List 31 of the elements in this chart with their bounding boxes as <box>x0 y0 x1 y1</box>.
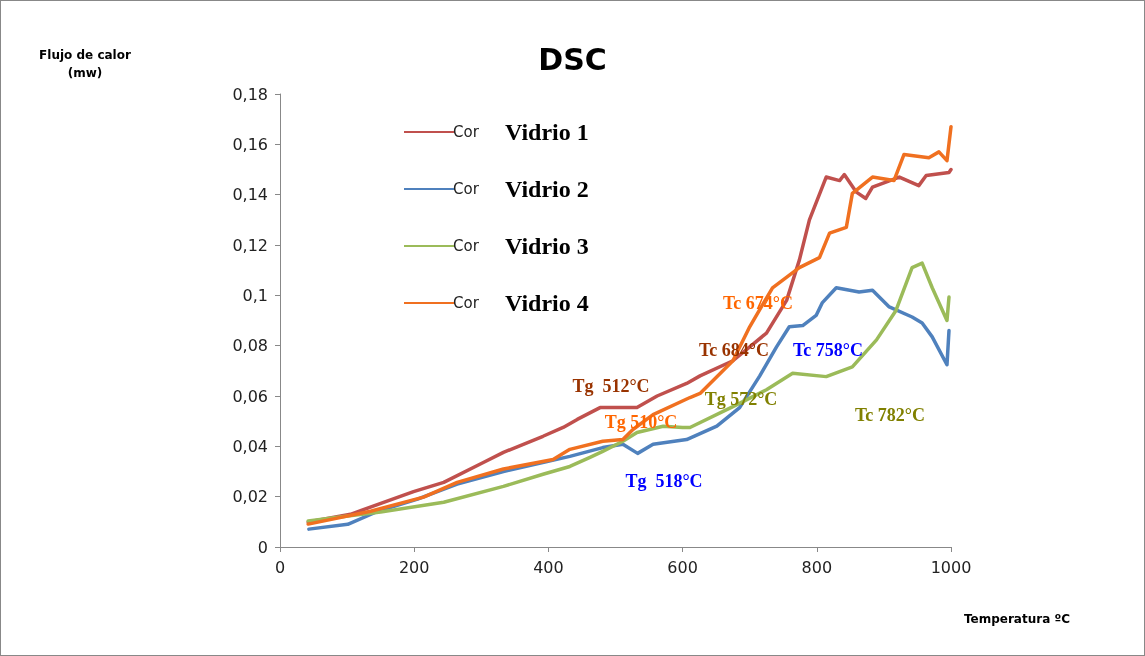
x-axis-title: Temperatura ºC <box>963 612 1071 626</box>
y-tick-label: 0,02 <box>232 487 268 507</box>
x-tick-label: 200 <box>398 557 430 577</box>
y-tick-label: 0,14 <box>232 185 268 205</box>
x-tick-label: 1000 <box>930 557 972 577</box>
annotation: Tg 512°C <box>572 376 650 396</box>
y-tick-label: 0,1 <box>242 285 268 305</box>
y-tick-label: 0,12 <box>232 235 268 255</box>
y-tick-label: 0,08 <box>232 336 268 356</box>
x-tick-label: 0 <box>274 557 286 577</box>
legend-label: Vidrio 2 <box>505 176 589 202</box>
annotation: Cor <box>453 122 480 141</box>
annotation: Cor <box>453 236 480 255</box>
annotation: Tg 518°C <box>625 471 703 491</box>
annotation: Cor <box>453 179 480 198</box>
y-tick-label: 0,04 <box>232 436 268 456</box>
y-tick-label: 0,16 <box>232 134 268 154</box>
annotation: Tc 758°C <box>792 340 864 360</box>
y-tick-label: 0,06 <box>232 386 268 406</box>
x-tick-label: 600 <box>667 557 698 577</box>
legend-label: Vidrio 4 <box>505 290 589 316</box>
x-tick-label: 400 <box>533 557 564 577</box>
legend-label: Vidrio 3 <box>505 233 589 259</box>
text: Flujo de calor (mw) <box>39 48 131 80</box>
x-tick-label: 800 <box>801 557 833 577</box>
chart-title: DSC <box>538 41 607 77</box>
legend-label: Vidrio 1 <box>505 119 589 145</box>
y-tick-label: 0,18 <box>232 84 268 104</box>
y-tick-label: 0 <box>257 537 268 557</box>
annotation: Tc 782°C <box>854 405 926 425</box>
annotation: Cor <box>453 293 480 312</box>
